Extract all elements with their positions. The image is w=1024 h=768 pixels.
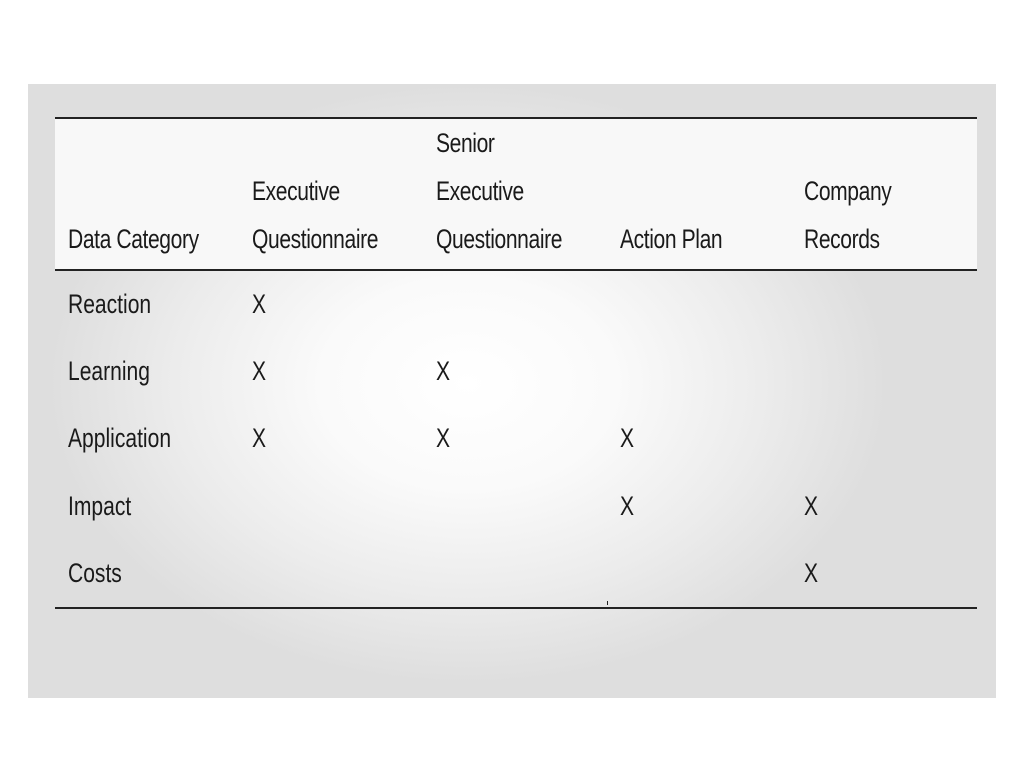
data-collection-table-container: Data Category Executive Questionnaire Se… [55, 117, 977, 609]
table-cell: X [804, 490, 819, 521]
table-cell: X [620, 423, 635, 454]
table-cell [607, 270, 791, 338]
table-cell: X [252, 423, 267, 454]
data-collection-table: Data Category Executive Questionnaire Se… [55, 117, 977, 609]
table-row: Application X X X [55, 405, 977, 473]
header-executive-questionnaire: Executive Questionnaire [239, 117, 423, 271]
table-header-row: Data Category Executive Questionnaire Se… [55, 117, 977, 271]
table-cell [423, 473, 607, 541]
table-cell [239, 473, 423, 541]
header-company-records: Company Records [791, 117, 977, 271]
table-row: Reaction X [55, 270, 977, 338]
header-action-plan: Action Plan [607, 117, 791, 271]
table-border-tick [607, 601, 608, 605]
table-cell: X [791, 540, 977, 609]
row-category-cell: Application [68, 423, 172, 454]
table-cell: X [620, 490, 635, 521]
table-cell [607, 338, 791, 406]
row-category-cell: Impact [68, 490, 132, 521]
row-category-cell: Costs [55, 540, 239, 609]
header-senior-executive-questionnaire: Senior Executive Questionnaire [423, 117, 607, 271]
table-cell [239, 540, 423, 609]
table-cell: X [436, 423, 451, 454]
table-cell [423, 540, 607, 609]
row-category-cell: Learning [68, 355, 150, 386]
table-row: Impact X X [55, 473, 977, 541]
table-row: Learning X X [55, 338, 977, 406]
table-cell: X [252, 355, 267, 386]
table-cell [791, 338, 977, 406]
header-data-category: Data Category [55, 117, 239, 271]
table-cell [791, 405, 977, 473]
row-category-cell: Reaction [68, 288, 152, 319]
table-cell [791, 270, 977, 338]
table-row: Costs X [55, 540, 977, 609]
table-cell: X [252, 288, 267, 319]
table-cell [607, 540, 791, 609]
table-cell [423, 270, 607, 338]
table-cell: X [436, 355, 451, 386]
